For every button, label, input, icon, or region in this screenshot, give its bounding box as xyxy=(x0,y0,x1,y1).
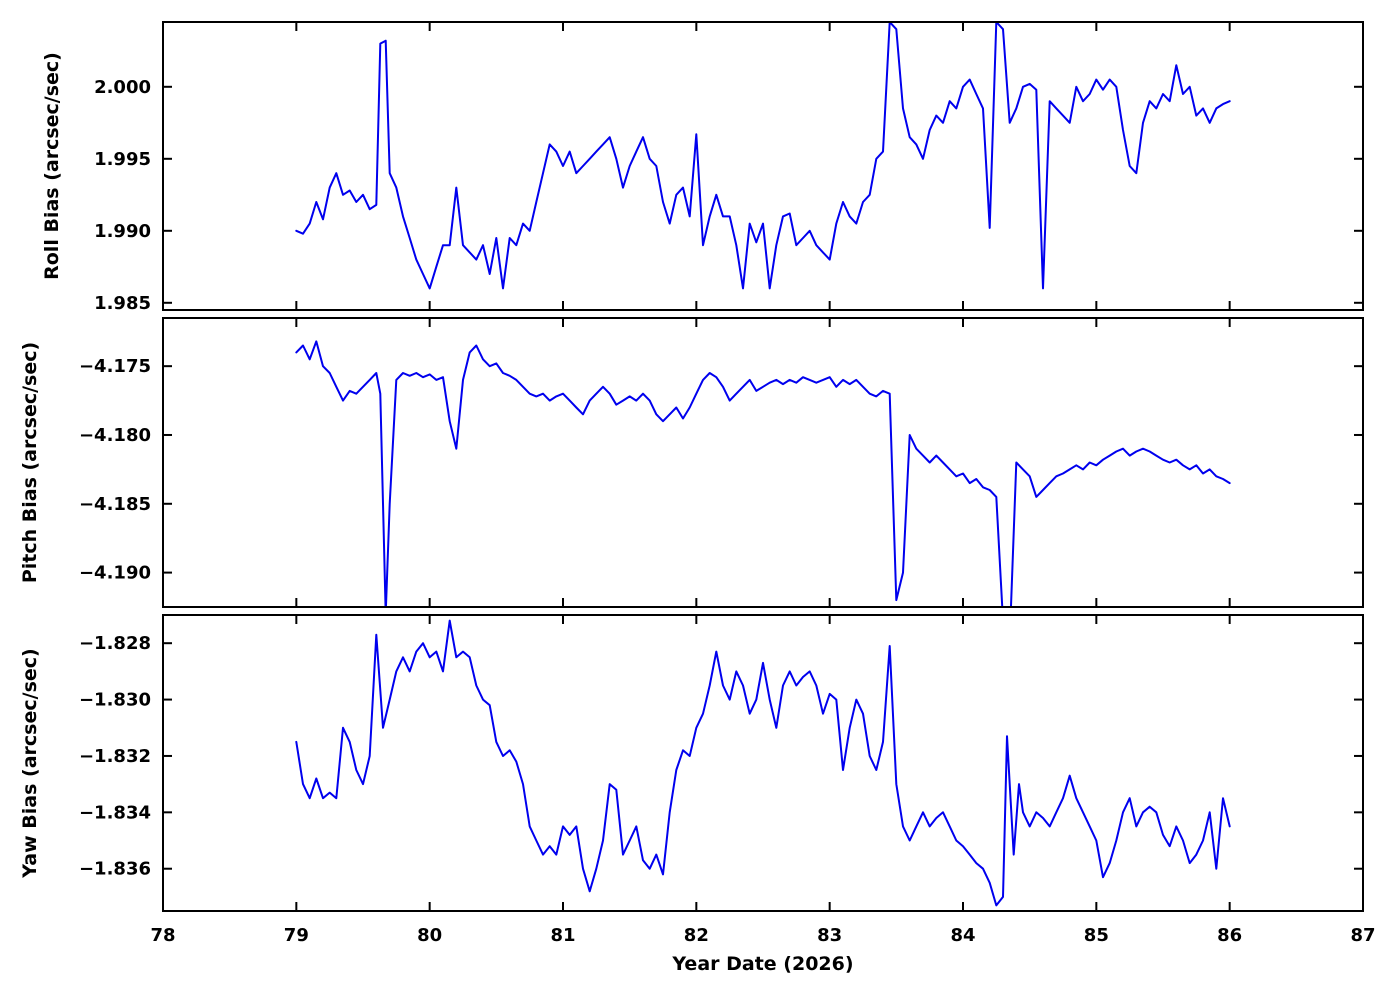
y-tick-label: −4.180 xyxy=(79,425,151,446)
y-tick-label: 1.995 xyxy=(94,149,151,170)
y-tick-label: −4.190 xyxy=(79,563,151,584)
y-tick-label: −1.828 xyxy=(79,633,151,654)
roll-line xyxy=(295,22,1231,290)
y-tick-label: −1.832 xyxy=(79,746,151,767)
x-tick-label: 81 xyxy=(550,925,575,946)
yaw-spines xyxy=(162,614,1364,912)
x-tick-label: 82 xyxy=(684,925,709,946)
y-tick-label: −1.836 xyxy=(79,859,151,880)
y-tick-label: −4.175 xyxy=(79,356,151,377)
x-axis-label: Year Date (2026) xyxy=(671,953,853,975)
y-tick-label: 2.000 xyxy=(94,77,151,98)
y-tick-label: −1.834 xyxy=(79,802,151,823)
roll-spines xyxy=(162,21,1364,311)
y-tick-label: 1.990 xyxy=(94,221,151,242)
y-tick-label: −4.185 xyxy=(79,494,151,515)
x-tick-label: 80 xyxy=(417,925,442,946)
x-tick-label: 86 xyxy=(1217,925,1242,946)
panel-roll: 1.985 1.990 1.995 2.000 Roll Bias (arcsec/se… xyxy=(41,21,1364,314)
y-axis-label-roll: Roll Bias (arcsec/sec) xyxy=(41,52,63,280)
y-tick-label: 1.985 xyxy=(94,293,151,314)
y-axis-label-yaw: Yaw Bias (arcsec/sec) xyxy=(19,648,41,878)
y-tick-label: −1.830 xyxy=(79,690,151,711)
yaw-line xyxy=(295,619,1231,907)
pitch-line xyxy=(295,340,1231,607)
pitch-spines xyxy=(162,317,1364,608)
x-tick-label: 87 xyxy=(1350,925,1375,946)
panel-yaw: 78 79 80 81 82 83 84 85 86 87 −1.836 −1.834 −1.832 −1… xyxy=(19,614,1376,946)
x-tick-label: 79 xyxy=(284,925,309,946)
x-tick-label: 85 xyxy=(1084,925,1109,946)
x-tick-label: 83 xyxy=(817,925,842,946)
panel-pitch: −4.190 −4.185 −4.180 −4.175 Pitch Bias (arcs… xyxy=(19,317,1364,608)
y-axis-label-pitch: Pitch Bias (arcsec/sec) xyxy=(19,342,41,583)
x-tick-label: 84 xyxy=(950,925,975,946)
x-tick-label: 78 xyxy=(150,925,175,946)
